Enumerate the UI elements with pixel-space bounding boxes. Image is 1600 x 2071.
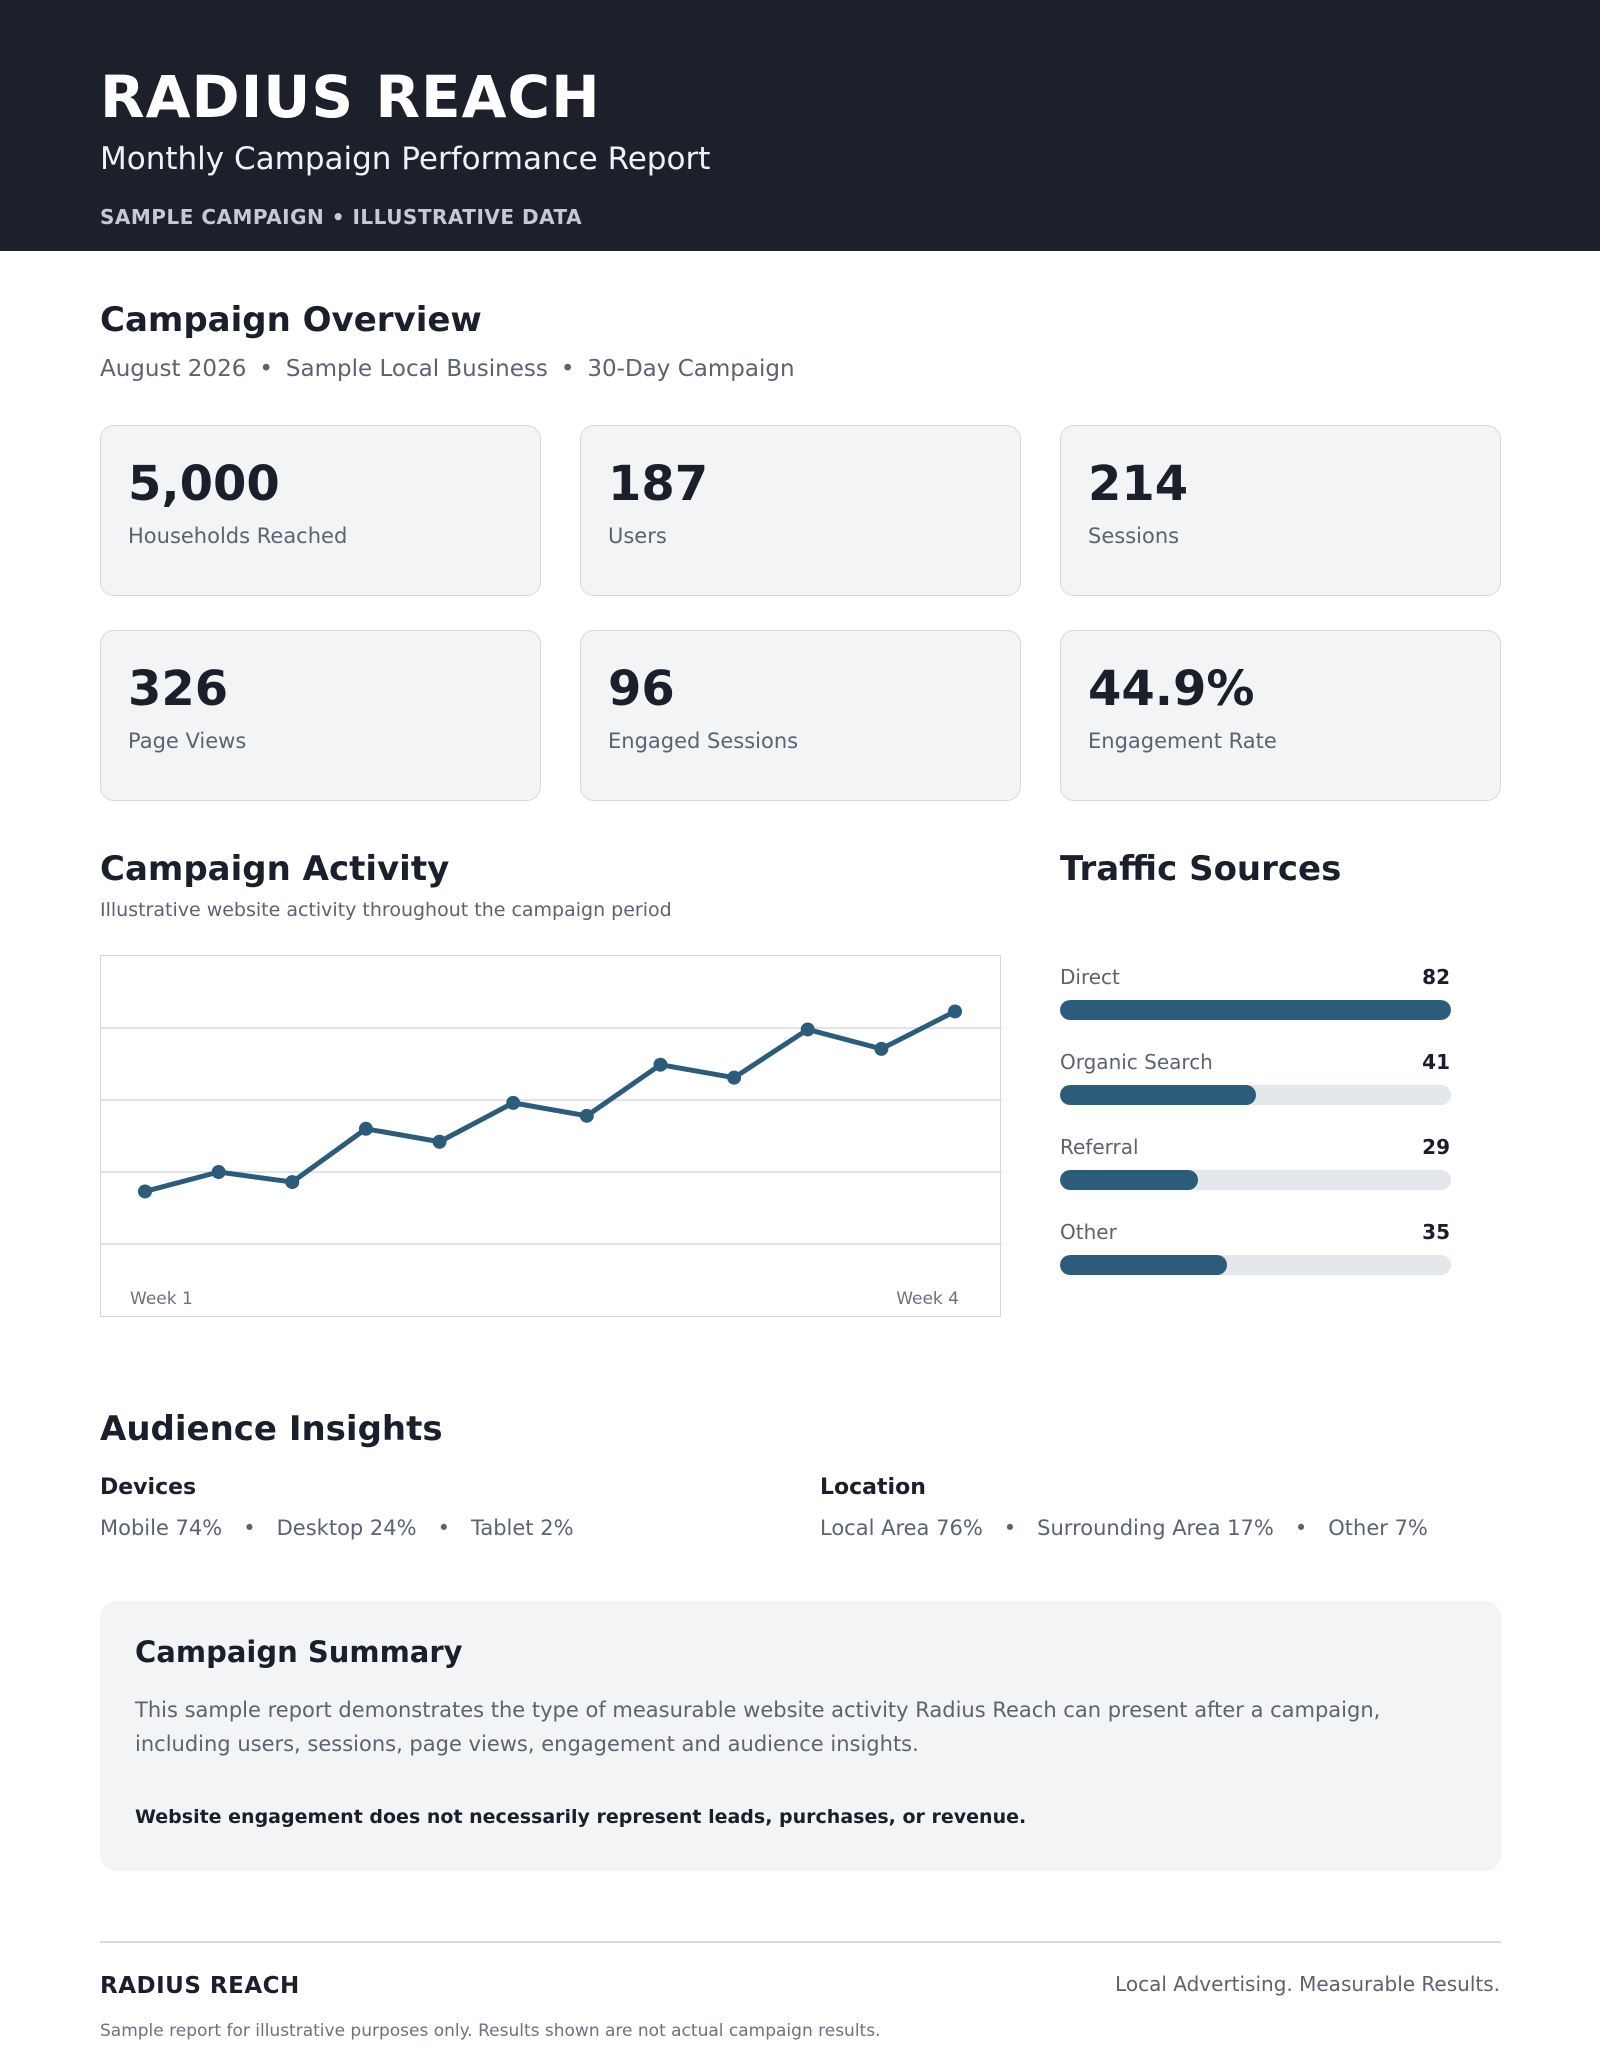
activity-data-point [653, 1057, 668, 1072]
devices-breakdown: Mobile 74% • Desktop 24% • Tablet 2% [100, 1514, 574, 1542]
campaign-summary: Campaign Summary This sample report demo… [100, 1601, 1501, 1871]
overview-meta: August 2026 • Sample Local Business • 30-Day… [100, 354, 795, 384]
activity-data-point [800, 1022, 815, 1037]
kpi-card-sessions: 214 Sessions [1060, 425, 1501, 596]
traffic-value-organic: 41 [1422, 1050, 1450, 1074]
kpi-card-engagement-rate: 44.9% Engagement Rate [1060, 630, 1501, 801]
activity-chart: Week 1 Week 4 [100, 955, 1002, 1317]
traffic-bar-fill [1060, 1085, 1256, 1105]
location-other: Other 7% [1328, 1516, 1428, 1540]
overview-period: August 2026 [100, 356, 247, 382]
traffic-label-organic: Organic Search [1060, 1050, 1213, 1074]
x-tick-label: Week 1 [130, 1289, 193, 1309]
report-subtitle: Monthly Campaign Performance Report [100, 141, 711, 177]
kpi-card-engaged-sessions: 96 Engaged Sessions [580, 630, 1021, 801]
kpi-label: Sessions [1088, 524, 1180, 548]
footer-brand: RADIUS REACH [100, 1973, 300, 1999]
activity-data-point [211, 1165, 226, 1179]
x-tick-label: Week 4 [896, 1289, 959, 1309]
activity-data-point [358, 1121, 373, 1136]
traffic-label-referral: Referral [1060, 1135, 1139, 1159]
report-header: RADIUS REACH Monthly Campaign Performanc… [0, 0, 1600, 251]
activity-data-point [285, 1175, 300, 1190]
separator: • [437, 1516, 450, 1540]
device-desktop: Desktop 24% [276, 1516, 417, 1540]
traffic-label-other: Other [1060, 1220, 1117, 1244]
location-local: Local Area 76% [820, 1516, 983, 1540]
footer-disclaimer: Sample report for illustrative purposes … [100, 2021, 881, 2041]
kpi-value: 214 [1088, 456, 1189, 512]
traffic-label-direct: Direct [1060, 965, 1120, 989]
separator: • [1003, 1516, 1017, 1540]
brand-title: RADIUS REACH [100, 63, 601, 131]
device-tablet: Tablet 2% [471, 1516, 574, 1540]
kpi-label: Users [608, 524, 667, 548]
audience-title: Audience Insights [100, 1409, 443, 1449]
kpi-value: 187 [608, 456, 709, 512]
traffic-value-referral: 29 [1422, 1135, 1450, 1159]
footer-divider [100, 1941, 1501, 1943]
summary-disclaimer: Website engagement does not necessarily … [135, 1806, 1027, 1828]
report-tagline: SAMPLE CAMPAIGN • ILLUSTRATIVE DATA [100, 205, 583, 229]
location-heading: Location [820, 1475, 926, 1500]
separator: • [259, 356, 273, 382]
activity-title: Campaign Activity [100, 849, 450, 889]
kpi-label: Engaged Sessions [608, 729, 799, 753]
activity-data-point [579, 1108, 594, 1123]
traffic-value-direct: 82 [1422, 965, 1450, 989]
location-surrounding: Surrounding Area 17% [1037, 1516, 1274, 1540]
kpi-card-users: 187 Users [580, 425, 1021, 596]
kpi-value: 5,000 [128, 456, 280, 512]
separator: • [243, 1516, 256, 1540]
activity-line-chart: Week 1 Week 4 [101, 1004, 1002, 1309]
kpi-card-households: 5,000 Households Reached [100, 425, 541, 596]
kpi-label: Engagement Rate [1088, 729, 1277, 753]
kpi-value: 326 [128, 661, 229, 717]
traffic-bar-other [1060, 1255, 1451, 1275]
footer-tagline: Local Advertising. Measurable Results. [1115, 1972, 1500, 1996]
activity-description: Illustrative website activity throughout… [100, 899, 672, 921]
kpi-value: 44.9% [1088, 661, 1255, 717]
activity-data-point [138, 1184, 152, 1199]
summary-title: Campaign Summary [135, 1635, 463, 1669]
activity-data-point [727, 1070, 742, 1085]
kpi-label: Page Views [128, 729, 247, 753]
activity-data-point [948, 1004, 962, 1019]
separator: • [1294, 1516, 1308, 1540]
traffic-bar-direct [1060, 1000, 1451, 1020]
activity-data-point [874, 1041, 889, 1056]
activity-data-point [506, 1095, 521, 1110]
separator: • [560, 356, 575, 382]
devices-heading: Devices [100, 1475, 197, 1500]
traffic-bar-fill [1060, 1255, 1227, 1275]
traffic-bar-fill [1060, 1170, 1199, 1190]
traffic-bar-fill [1060, 1000, 1451, 1020]
summary-body: This sample report demonstrates the type… [135, 1698, 1381, 1756]
overview-duration: 30-Day Campaign [587, 356, 795, 382]
kpi-value: 96 [608, 661, 675, 717]
activity-series-line [142, 1008, 958, 1194]
device-mobile: Mobile 74% [100, 1516, 223, 1540]
kpi-card-page-views: 326 Page Views [100, 630, 541, 801]
overview-business: Sample Local Business [285, 356, 548, 382]
location-breakdown: Local Area 76% • Surrounding Area 17% • Othe… [820, 1514, 1428, 1542]
traffic-bar-organic [1060, 1085, 1451, 1105]
traffic-title: Traffic Sources [1060, 849, 1342, 889]
activity-data-point [432, 1134, 447, 1149]
kpi-label: Households Reached [128, 524, 348, 548]
traffic-value-other: 35 [1422, 1220, 1450, 1244]
overview-title: Campaign Overview [100, 300, 482, 340]
traffic-bar-referral [1060, 1170, 1451, 1190]
